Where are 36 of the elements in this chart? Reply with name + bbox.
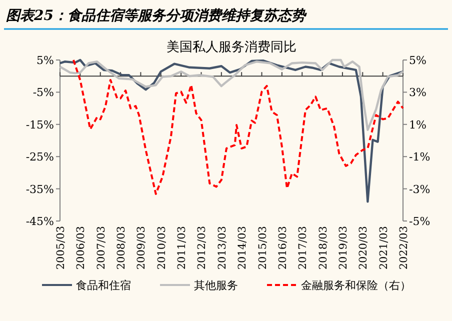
x-tick-label: 2020/03 [358, 226, 370, 270]
legend-label: 其他服务 [194, 279, 238, 292]
y-tick-label: -45% [26, 215, 54, 228]
x-tick-label: 2017/03 [297, 226, 310, 270]
y2-tick-label: -3% [409, 182, 430, 196]
x-tick-label: 2018/03 [317, 226, 330, 270]
x-tick-label: 2019/03 [337, 226, 350, 270]
y2-tick-label: 5% [409, 54, 426, 67]
x-tick-label: 2013/03 [216, 226, 228, 270]
chart-subtitle: 美国私人服务消费同比 [166, 39, 296, 55]
y2-tick-label: 1% [409, 118, 426, 132]
y2-tick-label: 3% [409, 86, 426, 100]
legend-label: 食品和住宿 [76, 279, 131, 292]
x-tick-label: 2016/03 [276, 226, 289, 270]
y-tick-label: -15% [26, 118, 54, 132]
x-tick-label: 2006/03 [75, 226, 88, 270]
y-tick-label: -35% [26, 182, 54, 196]
y2-tick-label: -5% [409, 215, 430, 228]
x-tick-label: 2015/03 [256, 226, 269, 270]
x-tick-label: 2022/03 [398, 226, 410, 270]
y-tick-label: -25% [26, 150, 54, 164]
x-tick-label: 2008/03 [116, 226, 128, 270]
x-tick-label: 2009/03 [136, 226, 148, 270]
line-series [58, 58, 404, 131]
y-tick-label: 5% [36, 54, 54, 67]
chart-title: 图表25：食品住宿等服务分项消费维持复苏态势 [6, 7, 308, 24]
x-tick-label: 2012/03 [196, 226, 208, 270]
y-tick-label: -5% [32, 86, 54, 100]
x-tick-label: 2021/03 [378, 226, 390, 270]
x-tick-label: 2011/03 [176, 226, 188, 270]
x-tick-label: 2005/03 [55, 226, 67, 270]
x-tick-label: 2010/03 [156, 226, 168, 270]
legend-label: 金融服务和保险（右） [301, 279, 411, 292]
x-tick-label: 2007/03 [95, 226, 108, 270]
x-tick-label: 2014/03 [236, 226, 249, 270]
y2-tick-label: -1% [409, 150, 430, 164]
